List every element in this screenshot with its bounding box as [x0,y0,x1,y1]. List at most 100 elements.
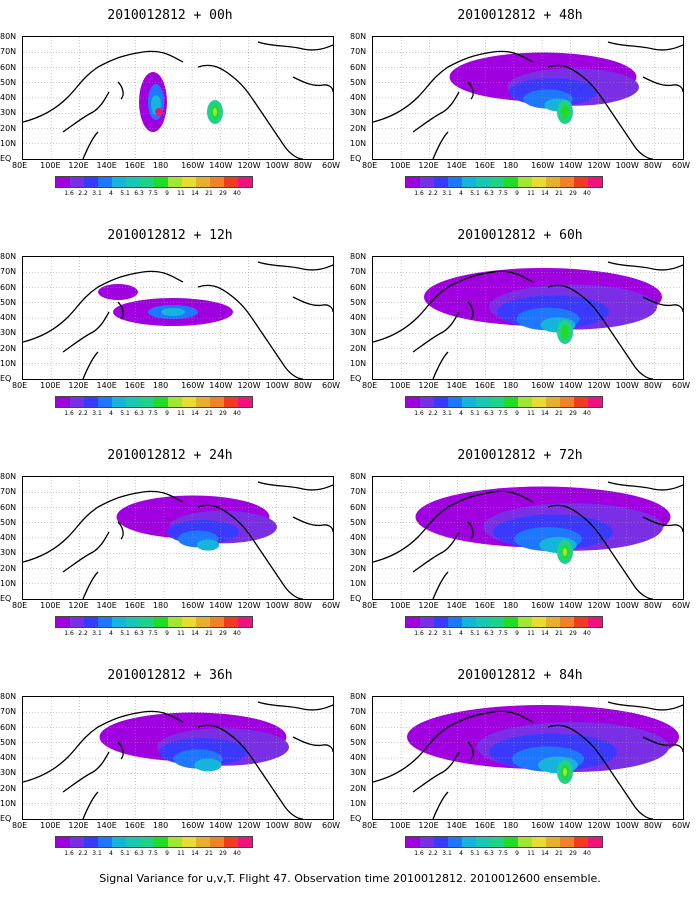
coastline [292,76,333,93]
longitude-label: 100E [390,601,411,610]
colorbar-label: 4 [459,630,463,637]
colorbar-swatch [210,617,224,627]
colorbar [405,616,603,628]
colorbar-label: 9 [165,630,169,637]
colorbar-swatch [560,837,574,847]
coastline [547,284,654,379]
colorbar-label: 5.1 [470,190,480,197]
colorbar-swatch [574,397,588,407]
latitude-label: EQ [0,154,12,163]
coastline [547,724,654,819]
coastline [432,351,449,379]
colorbar-swatch [476,177,490,187]
latitude-label: EQ [0,594,12,603]
colorbar-label: 2.2 [78,190,88,197]
colorbar-label: 14 [541,410,549,417]
colorbar-swatch [56,177,70,187]
colorbar-swatch [518,837,532,847]
colorbar-label: 9 [165,850,169,857]
colorbar-swatch [140,397,154,407]
longitude-label: 100W [265,381,289,390]
longitude-label: 60W [672,381,691,390]
longitude-label: 180 [152,821,169,830]
colorbar-swatch [504,837,518,847]
latitude-label: 50N [350,77,367,87]
panel-title: 2010012812 + 48h [457,8,583,23]
colorbar-label: 14 [191,630,199,637]
coastline [117,741,124,760]
longitude-label: 120E [68,601,89,610]
colorbar-swatch [420,837,434,847]
colorbar-swatch [126,397,140,407]
colorbar-label: 2.2 [428,190,438,197]
colorbar-label: 11 [527,190,535,197]
colorbar-label: 6.3 [484,410,494,417]
colorbar-swatch [70,837,84,847]
colorbar-label: 9 [165,190,169,197]
longitude-label: 100W [265,161,289,170]
colorbar-label: 5.1 [470,850,480,857]
colorbar-swatch [238,177,252,187]
latitude-label: 50N [0,737,17,747]
colorbar-label: 7.5 [498,850,508,857]
longitude-label: 120E [418,381,439,390]
colorbar [405,396,603,408]
coastline [642,296,683,313]
variance-contour [161,308,185,316]
coastline [257,481,333,491]
latitude-label: 20N [350,343,367,353]
map-svg [373,477,683,599]
colorbar-swatch [448,617,462,627]
colorbar-swatch [462,397,476,407]
longitude-label: 140W [559,381,583,390]
coastline [62,311,110,353]
latitude-label: 50N [0,297,17,307]
latitude-label: 70N [0,487,17,497]
coastline [467,741,474,760]
colorbar-label: 29 [569,190,577,197]
latitude-label: 30N [0,328,17,338]
longitude-label: 160E [474,381,496,390]
colorbar-swatch [574,177,588,187]
map-area [372,36,684,160]
colorbar-swatch [476,837,490,847]
colorbar-swatch [518,177,532,187]
coastline [62,751,110,793]
longitude-label: 160E [474,821,496,830]
colorbar-swatch [532,837,546,847]
colorbar-label: 11 [527,850,535,857]
colorbar-swatch [448,397,462,407]
colorbar-swatch [518,397,532,407]
colorbar-swatch [532,617,546,627]
longitude-label: 180 [502,601,519,610]
variance-contour [563,548,567,556]
coastline [62,531,110,573]
colorbar-label: 11 [527,410,535,417]
longitude-label: 120E [68,161,89,170]
colorbar-swatch [490,177,504,187]
colorbar-label: 1.6 [64,850,74,857]
longitude-label: 160E [124,161,146,170]
latitude-label: 40N [350,313,367,322]
latitude-label: 20N [350,563,367,573]
longitude-label: 120W [237,381,261,390]
colorbar-swatch [84,837,98,847]
colorbar-swatch [182,617,196,627]
colorbar-label: 2.2 [78,630,88,637]
colorbar-label: 21 [205,630,213,637]
colorbar-label: 6.3 [484,190,494,197]
colorbar-swatch [518,617,532,627]
colorbar-swatch [476,617,490,627]
longitude-label: 160E [474,601,496,610]
longitude-label: 60W [322,821,341,830]
colorbar-swatch [420,177,434,187]
colorbar-label: 1.6 [414,850,424,857]
map-svg [23,697,333,819]
coastline [257,701,333,711]
colorbar-label: 4 [459,410,463,417]
colorbar-label: 9 [515,630,519,637]
colorbar-label: 3.1 [92,850,102,857]
colorbar-label: 11 [527,630,535,637]
latitude-label: 50N [0,517,17,527]
longitude-label: 140W [559,161,583,170]
